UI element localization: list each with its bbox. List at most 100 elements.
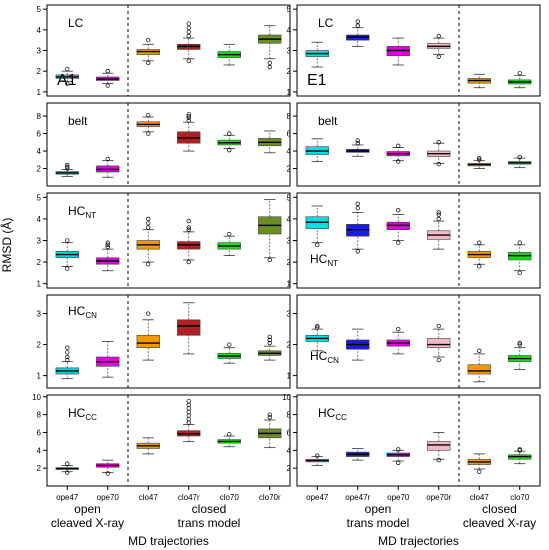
- outlier-point: [396, 326, 401, 332]
- x-category-label: clo70: [220, 493, 240, 502]
- panel-label: belt: [318, 114, 338, 128]
- outlier-point: [105, 471, 110, 476]
- box-ope47: [305, 453, 329, 466]
- outlier-point: [396, 447, 401, 452]
- box-clo47: [467, 73, 491, 89]
- outlier-point: [396, 143, 401, 148]
- x-axis-title: MD trajectories: [378, 534, 459, 548]
- panel-frame: [296, 394, 541, 487]
- outlier-point: [186, 21, 191, 26]
- outlier-point: [477, 264, 482, 269]
- y-tick-label: 3: [287, 237, 292, 246]
- box-ope47: [305, 41, 329, 68]
- box-ope47: [55, 238, 79, 271]
- outlier-point: [105, 156, 110, 162]
- box-clo47: [467, 240, 491, 269]
- box-clo70: [217, 43, 241, 66]
- outlier-point: [146, 113, 151, 118]
- y-tick-label: 4: [287, 26, 292, 35]
- group-label-line1: closed: [192, 502, 227, 516]
- panel-label: HCNT: [68, 204, 96, 220]
- outlier-point: [105, 69, 110, 74]
- box-ope47: [55, 66, 79, 86]
- box-ope70: [96, 341, 120, 378]
- panel-belt-a1: 2 4 6 8 belt: [37, 102, 291, 187]
- x-category-label: ope70: [387, 493, 410, 502]
- group-label-line2: trans model: [347, 516, 410, 530]
- y-tick-label: 4: [37, 26, 42, 35]
- y-tick-label: 6: [287, 428, 292, 437]
- outlier-point: [186, 225, 191, 230]
- outlier-point: [186, 25, 191, 30]
- outlier-point: [186, 227, 191, 232]
- outlier-point: [396, 460, 401, 465]
- outlier-point: [186, 58, 191, 63]
- panel-label: HCCC: [318, 406, 347, 422]
- outlier-point: [477, 155, 482, 161]
- box-ope70: [386, 143, 410, 164]
- x-category-label: ope70: [97, 493, 120, 502]
- outlier-point: [436, 357, 441, 363]
- box-ope47: [55, 162, 79, 177]
- outlier-point: [65, 354, 70, 360]
- y-tick-label: 2: [287, 341, 292, 350]
- outlier-point: [267, 340, 272, 346]
- box-clo47: [136, 216, 160, 267]
- box-clo70r: [258, 130, 282, 154]
- box-clo70: [508, 71, 532, 89]
- box-clo70r: [258, 25, 282, 70]
- panel-frame: [296, 4, 541, 97]
- outlier-point: [65, 470, 70, 475]
- panel-hc-cn-a1: 1 2 3 HCCN: [37, 294, 291, 389]
- panel-hc-nt-e1: 1 2 3 4 5 HCNT: [287, 192, 541, 289]
- box-ope47: [305, 323, 329, 352]
- box-ope70: [386, 37, 410, 66]
- outlier-point: [477, 348, 482, 353]
- outlier-point: [105, 83, 110, 88]
- y-tick-label: 1: [287, 372, 292, 381]
- y-axis-title: RMSD (Å): [0, 218, 14, 273]
- group-label-line2: trans model: [178, 516, 241, 530]
- outlier-point: [186, 118, 191, 123]
- outlier-point: [477, 469, 482, 474]
- y-tick-label: 2: [287, 258, 292, 267]
- x-axis-title: MD trajectories: [128, 534, 209, 548]
- outlier-point: [517, 240, 522, 245]
- outlier-point: [186, 259, 191, 265]
- y-tick-label: 4: [37, 446, 42, 455]
- panel-frame: [46, 102, 291, 187]
- y-tick-label: 5: [287, 5, 292, 14]
- outlier-point: [146, 60, 151, 66]
- y-tick-label: 10: [282, 393, 291, 402]
- outlier-point: [396, 240, 401, 245]
- box-ope70: [96, 69, 120, 88]
- box-clo70: [508, 240, 532, 276]
- outlier-point: [186, 218, 191, 224]
- outlier-point: [186, 409, 191, 415]
- x-category-label: clo47: [139, 493, 159, 502]
- box-ope70: [96, 156, 120, 178]
- y-tick-label: 3: [37, 310, 42, 319]
- box-iqr: [136, 334, 160, 348]
- outlier-point: [186, 399, 191, 404]
- y-tick-label: 2: [287, 165, 292, 174]
- box-iqr: [177, 319, 201, 336]
- box-clo70: [508, 447, 532, 465]
- box-clo47: [136, 113, 160, 136]
- outlier-point: [436, 216, 441, 222]
- y-tick-label: 8: [37, 411, 42, 420]
- outlier-point: [227, 148, 232, 153]
- box-clo47: [467, 348, 491, 383]
- y-tick-label: 2: [37, 464, 42, 473]
- group-label-line1: closed: [482, 502, 517, 516]
- outlier-point: [355, 201, 360, 206]
- outlier-point: [146, 225, 151, 230]
- outlier-point: [355, 19, 360, 24]
- y-tick-label: 1: [287, 88, 292, 97]
- box-ope47r: [346, 328, 370, 361]
- outlier-point: [267, 415, 272, 420]
- box-clo70: [217, 342, 241, 364]
- panel-frame: [46, 394, 291, 487]
- panel-frame: [296, 102, 541, 187]
